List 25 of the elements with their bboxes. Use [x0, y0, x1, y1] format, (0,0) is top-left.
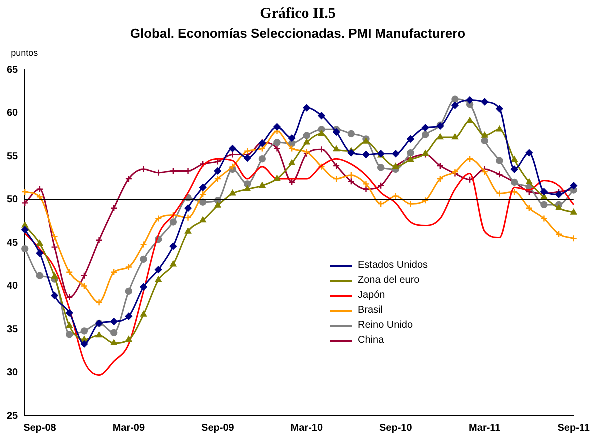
y-axis-title: puntos	[11, 48, 39, 58]
y-tick-label: 55	[7, 151, 19, 162]
legend-label: Reino Unido	[358, 319, 414, 333]
legend-label: Zona del euro	[358, 274, 420, 288]
x-tick-label: Sep-08	[24, 422, 57, 434]
x-tick-label: Sep-10	[380, 422, 413, 434]
legend-label: Japón	[358, 289, 386, 303]
legend-label: Estados Unidos	[358, 259, 428, 273]
legend-label: China	[358, 334, 384, 348]
y-tick-label: 35	[7, 324, 19, 336]
x-tick-label: Mar-10	[290, 422, 324, 434]
y-tick-label: 60	[7, 108, 19, 119]
y-tick-label: 50	[7, 194, 19, 206]
y-tick-label: 30	[7, 368, 19, 378]
x-tick-label: Mar-09	[112, 422, 146, 434]
y-tick-label: 65	[7, 64, 19, 76]
x-tick-label: Mar-11	[469, 422, 502, 434]
x-tick-label: Sep-09	[202, 422, 235, 434]
chart-subtitle: Global. Economías Seleccionadas. PMI Manufacturero	[129, 26, 467, 41]
y-tick-label: 40	[7, 281, 19, 292]
x-tick-label: Sep-11	[558, 422, 590, 434]
y-tick-label: 45	[7, 238, 19, 249]
chart-title: Gráfico II.5	[259, 6, 337, 23]
y-tick-label: 25	[7, 410, 19, 422]
legend-label: Brasil	[358, 304, 384, 318]
